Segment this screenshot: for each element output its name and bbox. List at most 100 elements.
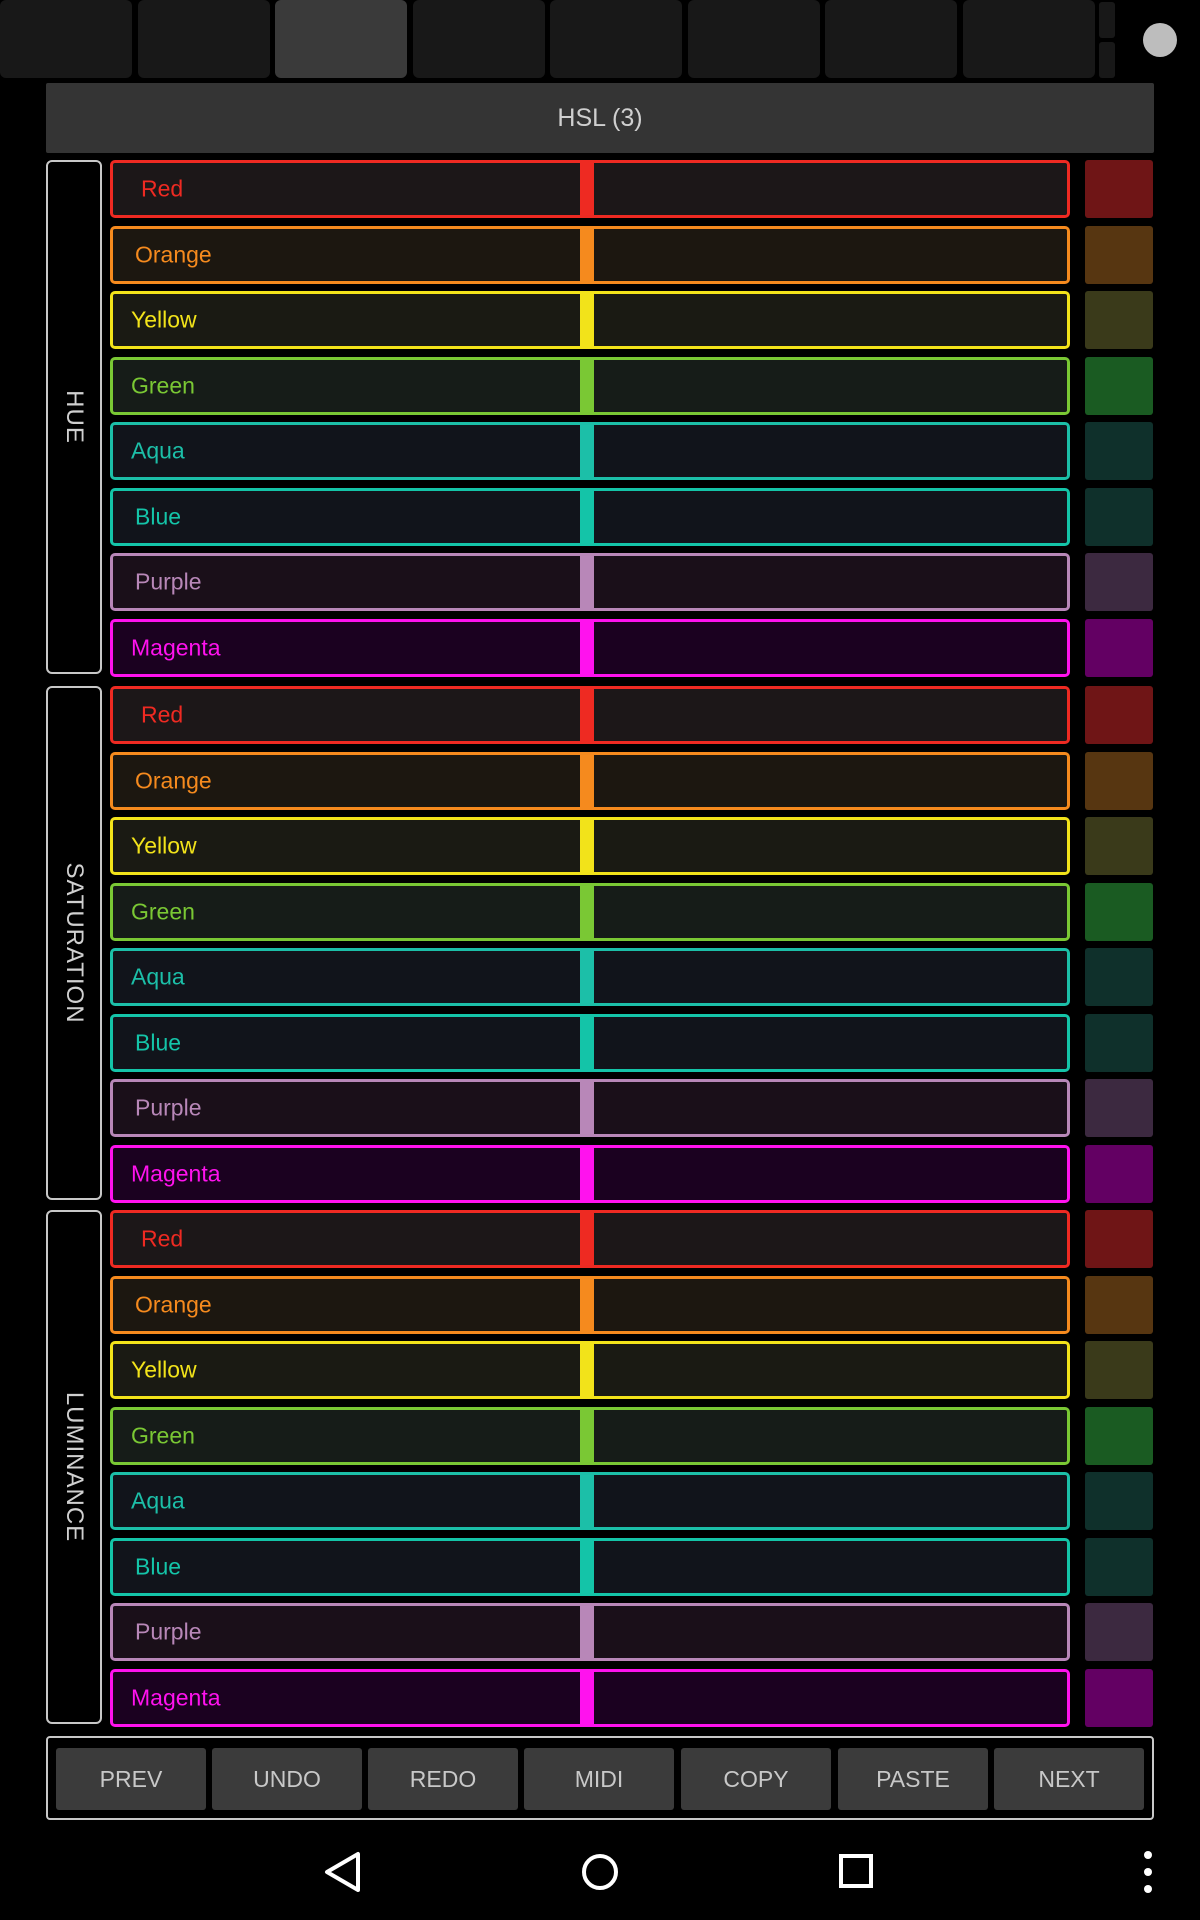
slider-label: Red (141, 701, 184, 728)
color-swatch-yellow (1085, 291, 1153, 349)
slider-thumb[interactable] (580, 1344, 594, 1396)
slider-saturation-green[interactable]: Green (110, 883, 1070, 941)
slider-label: Blue (135, 503, 182, 530)
slider-thumb[interactable] (580, 1672, 594, 1724)
page-title: HSL (3) (46, 83, 1154, 153)
slider-thumb[interactable] (580, 755, 594, 807)
color-swatch-aqua (1085, 948, 1153, 1006)
color-swatch-blue (1085, 1014, 1153, 1072)
slider-luminance-red[interactable]: Red (110, 1210, 1070, 1268)
color-swatch-yellow (1085, 817, 1153, 875)
top-tab-8[interactable] (963, 0, 1095, 78)
slider-label: Green (131, 1422, 195, 1449)
slider-thumb[interactable] (580, 1475, 594, 1527)
slider-thumb[interactable] (580, 491, 594, 543)
color-swatch-red (1085, 1210, 1153, 1268)
paste-button[interactable]: PASTE (838, 1748, 988, 1810)
slider-thumb[interactable] (580, 622, 594, 674)
slider-thumb[interactable] (580, 1410, 594, 1462)
slider-thumb[interactable] (580, 294, 594, 346)
bottom-toolbar: PREV UNDO REDO MIDI COPY PASTE NEXT (46, 1736, 1154, 1820)
copy-button[interactable]: COPY (681, 1748, 831, 1810)
slider-label: Orange (135, 241, 212, 268)
slider-hue-purple[interactable]: Purple (110, 553, 1070, 611)
circle-indicator-icon[interactable] (1143, 23, 1177, 57)
slider-label: Magenta (131, 634, 221, 661)
slider-thumb[interactable] (580, 820, 594, 872)
slider-thumb[interactable] (580, 886, 594, 938)
color-swatch-yellow (1085, 1341, 1153, 1399)
slider-luminance-orange[interactable]: Orange (110, 1276, 1070, 1334)
slider-hue-orange[interactable]: Orange (110, 226, 1070, 284)
slider-saturation-purple[interactable]: Purple (110, 1079, 1070, 1137)
slider-thumb[interactable] (580, 1017, 594, 1069)
slider-hue-green[interactable]: Green (110, 357, 1070, 415)
slider-thumb[interactable] (580, 1213, 594, 1265)
slider-label: Yellow (131, 1356, 197, 1383)
color-swatch-blue (1085, 1538, 1153, 1596)
slider-luminance-aqua[interactable]: Aqua (110, 1472, 1070, 1530)
slider-saturation-magenta[interactable]: Magenta (110, 1145, 1070, 1203)
slider-label: Purple (135, 1618, 202, 1645)
slider-thumb[interactable] (580, 689, 594, 741)
slider-label: Red (141, 175, 184, 202)
undo-button[interactable]: UNDO (212, 1748, 362, 1810)
slider-thumb[interactable] (580, 951, 594, 1003)
slider-luminance-magenta[interactable]: Magenta (110, 1669, 1070, 1727)
slider-hue-yellow[interactable]: Yellow (110, 291, 1070, 349)
color-swatch-blue (1085, 488, 1153, 546)
slider-saturation-blue[interactable]: Blue (110, 1014, 1070, 1072)
slider-thumb[interactable] (580, 1082, 594, 1134)
slider-label: Yellow (131, 306, 197, 333)
slider-label: Aqua (131, 437, 185, 464)
slider-thumb[interactable] (580, 1148, 594, 1200)
slider-saturation-yellow[interactable]: Yellow (110, 817, 1070, 875)
next-button[interactable]: NEXT (994, 1748, 1144, 1810)
color-swatch-red (1085, 686, 1153, 744)
slider-label: Red (141, 1225, 184, 1252)
prev-button[interactable]: PREV (56, 1748, 206, 1810)
recents-square-icon[interactable] (838, 1853, 874, 1889)
midi-button[interactable]: MIDI (524, 1748, 674, 1810)
group-saturation-label: SATURATION (46, 686, 102, 1200)
top-tab-6[interactable] (688, 0, 820, 78)
slider-label: Blue (135, 1029, 182, 1056)
top-tab-4[interactable] (413, 0, 545, 78)
slider-luminance-blue[interactable]: Blue (110, 1538, 1070, 1596)
top-tab-1[interactable] (0, 0, 132, 78)
back-triangle-icon[interactable] (322, 1850, 362, 1894)
slider-hue-magenta[interactable]: Magenta (110, 619, 1070, 677)
color-swatch-green (1085, 883, 1153, 941)
slider-thumb[interactable] (580, 1541, 594, 1593)
slider-luminance-purple[interactable]: Purple (110, 1603, 1070, 1661)
slider-thumb[interactable] (580, 229, 594, 281)
slider-thumb[interactable] (580, 556, 594, 608)
slider-thumb[interactable] (580, 163, 594, 215)
slider-thumb[interactable] (580, 360, 594, 412)
mini-tab-upper[interactable] (1099, 2, 1115, 38)
slider-luminance-yellow[interactable]: Yellow (110, 1341, 1070, 1399)
menu-dots-icon[interactable] (1137, 1848, 1159, 1896)
top-tab-2[interactable] (138, 0, 270, 78)
slider-saturation-aqua[interactable]: Aqua (110, 948, 1070, 1006)
slider-thumb[interactable] (580, 1279, 594, 1331)
slider-saturation-orange[interactable]: Orange (110, 752, 1070, 810)
slider-saturation-red[interactable]: Red (110, 686, 1070, 744)
redo-button[interactable]: REDO (368, 1748, 518, 1810)
top-tab-7[interactable] (825, 0, 957, 78)
slider-thumb[interactable] (580, 1606, 594, 1658)
top-tab-5[interactable] (550, 0, 682, 78)
slider-hue-aqua[interactable]: Aqua (110, 422, 1070, 480)
slider-hue-blue[interactable]: Blue (110, 488, 1070, 546)
top-tab-3[interactable] (275, 0, 407, 78)
slider-hue-red[interactable]: Red (110, 160, 1070, 218)
slider-label: Yellow (131, 832, 197, 859)
slider-label: Aqua (131, 1487, 185, 1514)
color-swatch-magenta (1085, 619, 1153, 677)
mini-tab-lower[interactable] (1099, 42, 1115, 78)
home-circle-icon[interactable] (579, 1851, 621, 1893)
slider-thumb[interactable] (580, 425, 594, 477)
slider-luminance-green[interactable]: Green (110, 1407, 1070, 1465)
color-swatch-orange (1085, 226, 1153, 284)
group-luminance-label: LUMINANCE (46, 1210, 102, 1724)
